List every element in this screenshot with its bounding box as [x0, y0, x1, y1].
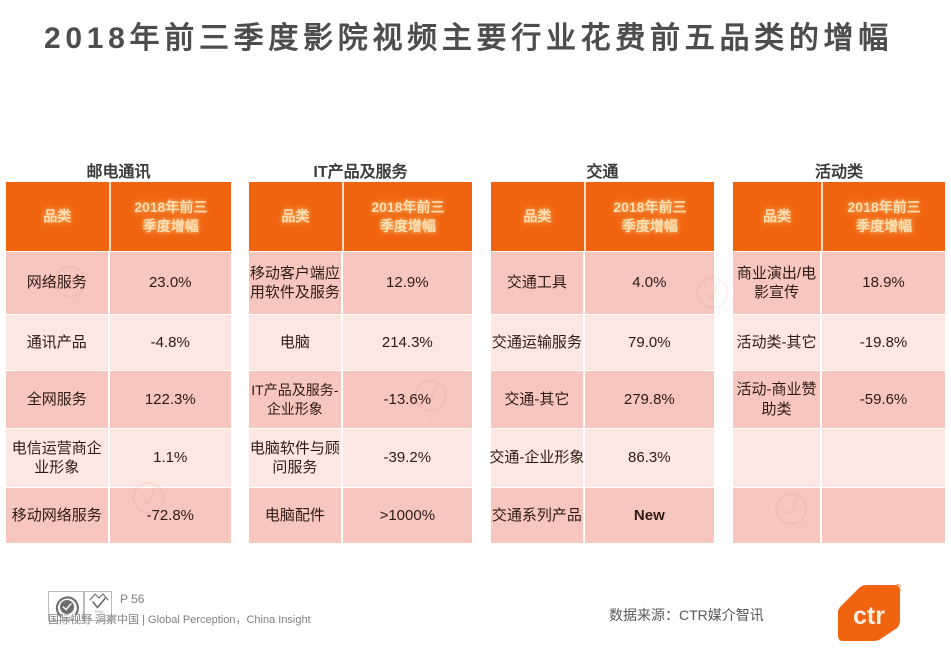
svg-text:ctr: ctr: [853, 602, 885, 630]
svg-text:R: R: [897, 587, 900, 591]
